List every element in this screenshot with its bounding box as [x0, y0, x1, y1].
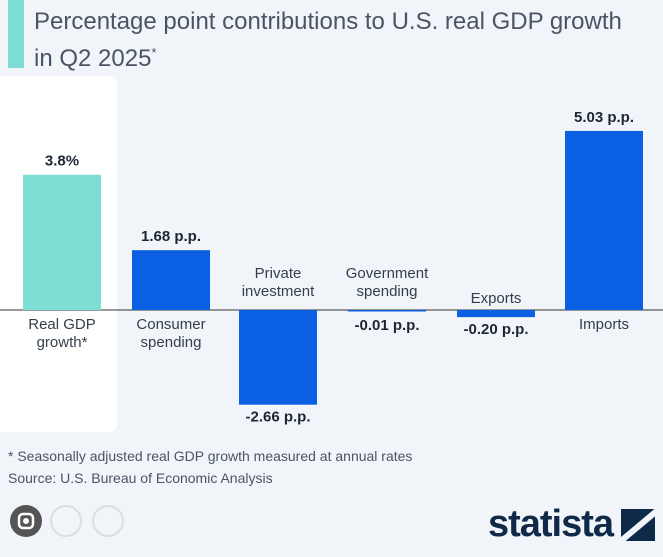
bar: [565, 130, 643, 310]
chart-title: Percentage point contributions to U.S. r…: [34, 6, 654, 74]
data-label: -2.66 p.p.: [245, 409, 310, 426]
category-label: Consumer: [136, 316, 205, 333]
category-label: Exports: [471, 290, 522, 307]
data-label: 1.68 p.p.: [141, 228, 201, 245]
title-line-2: in Q2 2025: [34, 45, 152, 72]
data-label: -0.20 p.p.: [463, 321, 528, 338]
category-label: Real GDP: [28, 316, 96, 333]
category-label: spending: [357, 283, 418, 300]
data-label: -0.01 p.p.: [354, 317, 419, 334]
category-label: spending: [141, 334, 202, 351]
source: Source: U.S. Bureau of Economic Analysis: [8, 470, 273, 486]
bar: [132, 250, 210, 310]
category-label: Private: [255, 265, 302, 282]
category-label: Government: [346, 265, 429, 282]
info-icon[interactable]: [50, 505, 82, 537]
bar: [348, 310, 426, 312]
category-label: growth*: [37, 334, 88, 351]
title-line-1: Percentage point contributions to U.S. r…: [34, 8, 622, 35]
brand-text: statista: [487, 503, 614, 545]
data-label: 5.03 p.p.: [574, 109, 634, 126]
category-label: Imports: [579, 316, 629, 333]
bar: [457, 310, 535, 318]
bar: [23, 174, 101, 310]
lens-button[interactable]: [10, 505, 42, 537]
statista-logo: statista: [488, 503, 655, 546]
data-label: 3.8%: [45, 153, 79, 170]
statista-mark-icon: [621, 508, 655, 541]
bar: [239, 310, 317, 405]
category-label: investment: [242, 283, 315, 300]
footnote: * Seasonally adjusted real GDP growth me…: [8, 448, 413, 464]
title-asterisk: *: [151, 45, 157, 60]
menu-icon[interactable]: [92, 505, 124, 537]
title-accent-bar: [8, 0, 24, 68]
